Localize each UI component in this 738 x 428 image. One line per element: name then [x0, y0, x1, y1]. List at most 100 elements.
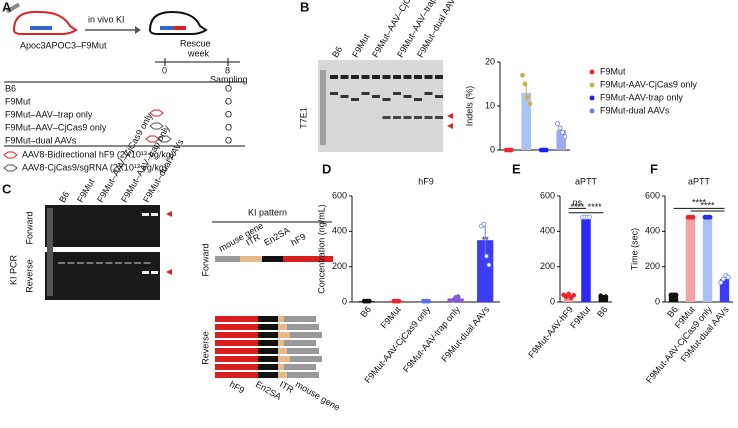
- x-tick-label: F9Mut: [379, 304, 403, 330]
- segment-mouse: [290, 332, 322, 338]
- band: [414, 75, 422, 79]
- segment-mouse: [284, 316, 316, 322]
- band: [340, 75, 349, 79]
- band: [151, 271, 158, 274]
- y-tick-label: 200: [645, 261, 660, 271]
- data-point: [366, 298, 372, 304]
- band: [330, 75, 338, 79]
- band: [403, 75, 412, 79]
- data-point: [673, 292, 679, 298]
- gene-bar: [30, 26, 52, 30]
- segment-itr: [278, 364, 284, 370]
- band: [142, 271, 149, 274]
- band: [393, 75, 401, 79]
- band: [351, 98, 359, 101]
- x-tick-label: F9Mut-AAV-hF9: [526, 304, 575, 359]
- segment-itr: [278, 316, 284, 322]
- icon: [149, 122, 164, 130]
- segment-mouse: [284, 340, 316, 346]
- data-point: [396, 298, 402, 304]
- band: [435, 95, 443, 98]
- data-point: [720, 276, 726, 282]
- bar: [581, 217, 591, 302]
- segment-itr: [278, 356, 290, 362]
- orientation: Reverse: [24, 259, 34, 293]
- bar: [685, 217, 696, 302]
- annotation: ns: [573, 198, 583, 208]
- data-point: [603, 294, 609, 300]
- band: [340, 95, 349, 98]
- band: [382, 116, 391, 119]
- sampling-label: Sampling: [210, 74, 248, 84]
- segment-hf9: [215, 372, 258, 378]
- legend-label: F9Mut-AAV-CjCas9 only: [600, 79, 697, 89]
- ki-title: KI pattern: [248, 207, 287, 217]
- gel-c-reverse: [45, 252, 160, 300]
- y-tick-label: 600: [540, 190, 555, 200]
- part-label: En2SA: [254, 379, 283, 402]
- segment-itr: [278, 348, 287, 354]
- data-point: [707, 214, 713, 220]
- data-point: [718, 280, 724, 285]
- band: [393, 92, 401, 95]
- segment-en2sa: [262, 256, 283, 262]
- sampling-mark: O: [225, 109, 232, 119]
- timepoint: 0: [162, 65, 167, 75]
- legend-marker: [589, 69, 595, 75]
- data-point: [555, 121, 560, 126]
- lane-label: F9Mut: [75, 177, 97, 205]
- y-tick-label: 0: [342, 296, 347, 306]
- y-tick-label: 20: [485, 56, 495, 66]
- chart-title: aPTT: [688, 176, 711, 186]
- segment-hf9: [215, 348, 258, 354]
- annotation: ****: [700, 200, 715, 210]
- segment-itr: [278, 372, 287, 378]
- gene-bar: [160, 26, 174, 30]
- band: [435, 75, 443, 79]
- bar: [702, 217, 713, 302]
- segment-hf9: [215, 356, 258, 362]
- band: [124, 262, 132, 264]
- y-tick-label: 200: [540, 261, 555, 271]
- icon: [3, 164, 18, 172]
- segment-en2sa: [258, 340, 278, 346]
- band: [414, 98, 422, 101]
- data-point: [481, 221, 487, 227]
- y-tick-label: 400: [540, 226, 555, 236]
- lane-label: B6: [57, 190, 71, 205]
- bar: [563, 295, 574, 302]
- group-label: F9Mut–AAV–trap only: [5, 109, 93, 119]
- bar: [477, 240, 494, 302]
- data-point: [484, 253, 489, 259]
- segment-mouse: [287, 372, 319, 378]
- vector-icons: [3, 109, 172, 172]
- data-point: [525, 94, 530, 100]
- syringe: [5, 2, 21, 14]
- x-tick-label: F9Mut-AAV-trap only: [401, 304, 462, 374]
- segment-en2sa: [258, 364, 278, 370]
- data-point: [587, 214, 593, 220]
- legend-marker: [589, 82, 595, 88]
- legend-label: F9Mut-dual AAVs: [600, 105, 670, 115]
- mouse-red: [12, 10, 78, 35]
- band: [330, 92, 338, 95]
- segment-en2sa: [258, 324, 278, 330]
- band: [403, 116, 412, 119]
- y-tick-label: 600: [332, 190, 347, 200]
- data-point: [690, 214, 696, 220]
- segment-itr: [278, 332, 290, 338]
- orientation: Forward: [24, 211, 34, 244]
- segment-hf9: [215, 332, 258, 338]
- part-label: hF9: [289, 231, 307, 247]
- panel-label: D: [322, 161, 331, 176]
- panel-label: F: [650, 161, 658, 176]
- icon: [157, 135, 172, 143]
- data-point: [543, 147, 549, 153]
- band: [424, 75, 433, 79]
- band: [143, 262, 151, 264]
- part-label: En2SA: [262, 225, 291, 248]
- bar: [719, 279, 730, 302]
- band: [372, 95, 380, 98]
- transfer-label: in vivo KI: [88, 14, 125, 24]
